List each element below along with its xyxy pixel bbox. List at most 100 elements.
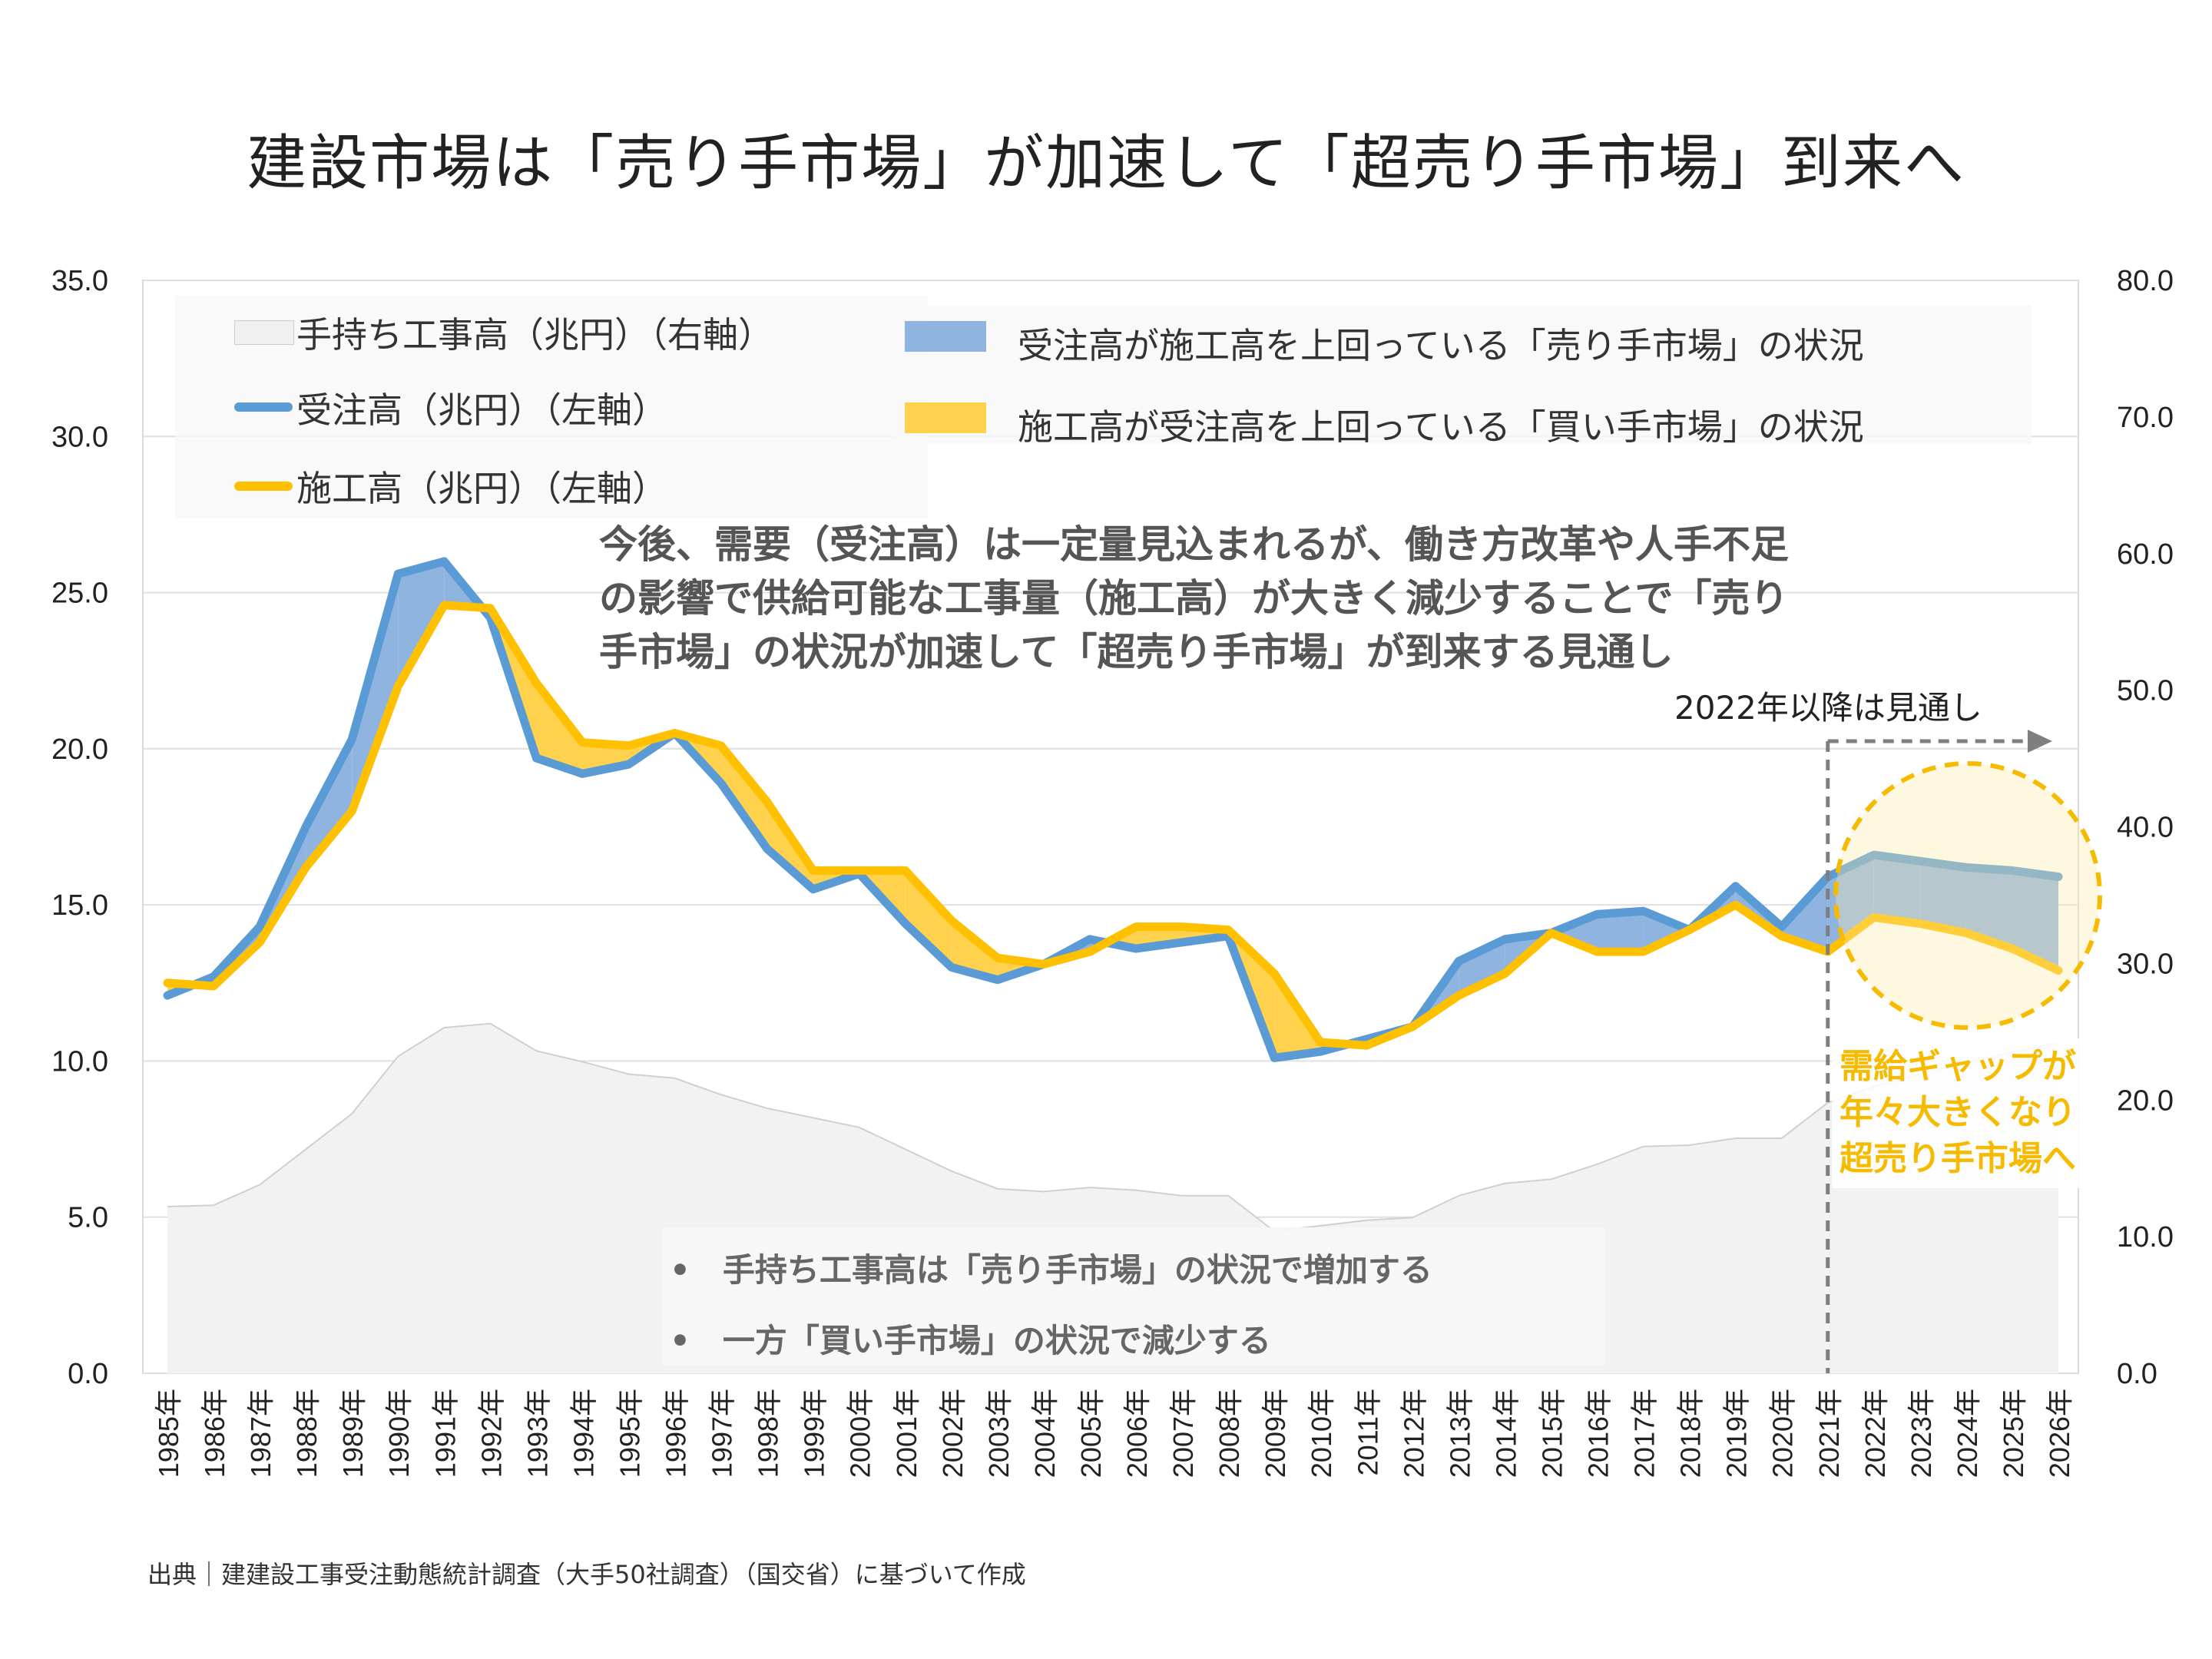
gap-fill: [398, 561, 445, 687]
gap-fill: [352, 574, 399, 812]
x-tick-label: 1992年: [475, 1389, 507, 1478]
legend-construction-label: 施工高（兆円）（左軸）: [296, 468, 667, 509]
axes: 0.0 5.0 10.0 15.0 20.0 25.0 30.0 35.0 0.0 10.0 20.…: [51, 265, 2174, 1478]
legend-backlog-swatch: [234, 320, 294, 345]
gap-fill: [536, 683, 583, 774]
x-tick-label: 1986年: [199, 1389, 230, 1478]
x-tick-label: 1991年: [429, 1389, 461, 1478]
x-tick-label: 1997年: [707, 1389, 738, 1478]
x-tick-label: 2009年: [1260, 1389, 1291, 1478]
legend-buyer-label: 施工高が受注高を上回っている「買い手市場」の状況: [1018, 406, 1864, 448]
x-tick-label: 2024年: [1952, 1389, 1983, 1478]
x-tick-label: 2013年: [1444, 1389, 1475, 1478]
note-line-1: 今後、需要（受注高）は一定量見込まれるが、働き方改革や人手不足: [599, 522, 1789, 567]
x-tick-label: 2021年: [1813, 1389, 1845, 1478]
gap-fill: [1551, 914, 1598, 952]
legend-box-right: [895, 306, 2032, 444]
note-line-2: の影響で供給可能な工事量（施工高）が大きく減少することで「売り: [599, 576, 1789, 621]
series-lines: [163, 557, 2063, 1062]
callout-line-2: 年々大きくなり: [1839, 1093, 2076, 1132]
x-tick-label: 1987年: [245, 1389, 276, 1478]
x-tick-label: 2006年: [1121, 1389, 1153, 1478]
bullet-1: • 手持ち工事高は「売り手市場」の状況で増加する: [670, 1251, 1432, 1289]
x-tick-label: 2007年: [1167, 1389, 1199, 1478]
note-line-3: 手市場」の状況が加速して「超売り手市場」が到来する見通し: [599, 630, 1674, 674]
gap-fill: [1827, 855, 1874, 952]
x-tick-label: 1998年: [753, 1389, 784, 1478]
x-tick-label: 2003年: [983, 1389, 1015, 1478]
x-tick-label: 1999年: [799, 1389, 830, 1478]
x-tick-label: 2017年: [1629, 1389, 1661, 1478]
gap-fill: [1643, 911, 1690, 952]
left-tick-label: 0.0: [68, 1358, 108, 1390]
gap-fill: [306, 739, 353, 868]
left-tick-label: 30.0: [51, 421, 108, 453]
x-tick-label: 1985年: [153, 1389, 184, 1478]
left-tick-label: 35.0: [51, 265, 108, 297]
legend-seller-label: 受注高が施工高を上回っている「売り手市場」の状況: [1018, 325, 1864, 366]
x-tick-label: 2008年: [1214, 1389, 1245, 1478]
forecast-label: 2022年以降は見通し: [1674, 689, 1982, 727]
gap-fill: [1919, 861, 1966, 933]
gap-fill: [1597, 911, 1644, 952]
legend-box-left: [175, 296, 928, 518]
x-tick-label: 1990年: [383, 1389, 415, 1478]
x-tick-label: 1993年: [522, 1389, 553, 1478]
legend-buyer-swatch: [905, 402, 986, 433]
x-tick-label: 1995年: [614, 1389, 645, 1478]
x-tick-label: 2001年: [891, 1389, 922, 1478]
x-tick-label: 1994年: [568, 1389, 599, 1478]
x-tick-label: 2005年: [1075, 1389, 1107, 1478]
bullet-2: • 一方「買い手市場」の状況で減少する: [670, 1322, 1271, 1359]
left-tick-label: 25.0: [51, 578, 108, 610]
construction-line: [163, 601, 2063, 1050]
left-tick-label: 10.0: [51, 1045, 108, 1078]
gap-fill: [1459, 939, 1505, 996]
x-tick-label: 2012年: [1398, 1389, 1429, 1478]
legend-orders-swatch: [234, 402, 293, 412]
forecast-arrow-head: [2028, 730, 2052, 753]
x-tick-label: 2010年: [1306, 1389, 1337, 1478]
right-tick-label: 20.0: [2117, 1084, 2174, 1117]
x-tick-label: 2020年: [1767, 1389, 1799, 1478]
x-tick-label: 1988年: [291, 1389, 323, 1478]
gap-fill: [951, 920, 998, 980]
x-tick-label: 1996年: [661, 1389, 692, 1478]
right-tick-label: 80.0: [2117, 265, 2174, 297]
bullet-box: [662, 1227, 1605, 1366]
x-tick-label: 2002年: [937, 1389, 969, 1478]
gap-fill: [905, 870, 952, 968]
right-tick-label: 50.0: [2117, 675, 2174, 707]
source-note: 出典｜建建設工事受注動態統計調査（大手50社調査）（国交省）に基づいて作成: [147, 1560, 1026, 1589]
right-tick-label: 60.0: [2117, 538, 2174, 571]
x-tick-label: 2000年: [845, 1389, 876, 1478]
left-tick-label: 20.0: [51, 733, 108, 766]
right-tick-label: 0.0: [2117, 1358, 2157, 1390]
gap-fill: [720, 745, 767, 849]
legend-orders-label: 受注高（兆円）（左軸）: [296, 389, 667, 431]
x-tick-label: 2025年: [1998, 1389, 2029, 1478]
callout-line-1: 需給ギャップが: [1839, 1047, 2076, 1086]
x-tick-label: 2014年: [1490, 1389, 1522, 1478]
right-tick-label: 70.0: [2117, 402, 2174, 434]
x-tick-label: 2022年: [1859, 1389, 1891, 1478]
gap-highlight-circle: [1833, 761, 2102, 1030]
legend-backlog-label: 手持ち工事高（兆円）（右軸）: [296, 314, 773, 356]
gap-fill: [1781, 876, 1828, 952]
x-tick-label: 2004年: [1029, 1389, 1061, 1478]
gap-fill: [1873, 855, 1920, 924]
x-tick-label: 2016年: [1583, 1389, 1614, 1478]
left-tick-label: 5.0: [68, 1202, 108, 1234]
legend-construction-swatch: [234, 482, 293, 491]
gap-fill: [2012, 870, 2058, 971]
gap-fill: [1965, 867, 2012, 949]
x-tick-label: 2015年: [1536, 1389, 1568, 1478]
right-tick-label: 10.0: [2117, 1221, 2174, 1253]
forecast-decorations: [1826, 730, 2102, 1373]
x-tick-label: 2019年: [1721, 1389, 1753, 1478]
left-tick-label: 15.0: [51, 889, 108, 922]
right-tick-label: 40.0: [2117, 812, 2174, 844]
callout-line-3: 超売り手市場へ: [1839, 1139, 2076, 1178]
x-tick-label: 2023年: [1906, 1389, 1937, 1478]
